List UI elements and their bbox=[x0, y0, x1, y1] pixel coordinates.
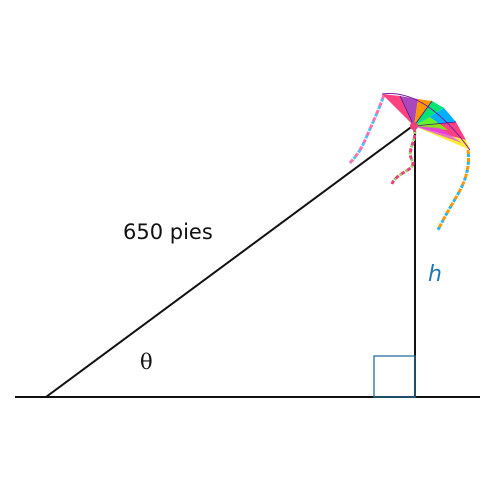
kite-icon bbox=[348, 92, 471, 231]
hypotenuse-line bbox=[45, 124, 415, 398]
hypotenuse-label: 650 pies bbox=[123, 220, 213, 244]
angle-label: θ bbox=[140, 350, 153, 374]
right-angle-marker bbox=[373, 355, 416, 398]
height-label: h bbox=[428, 262, 442, 287]
